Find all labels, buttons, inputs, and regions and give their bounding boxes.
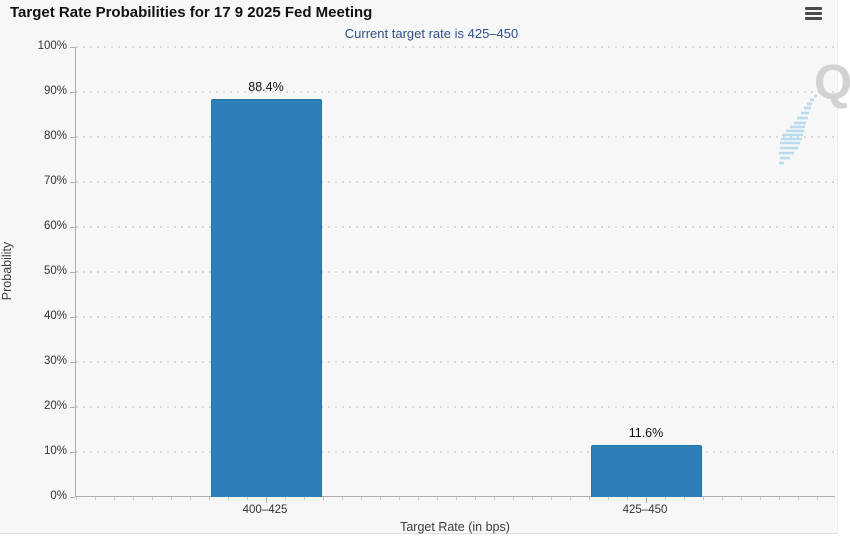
quikstrike-watermark: Q xyxy=(771,49,850,169)
y-axis-tick-label: 0% xyxy=(50,490,67,502)
gridline-80% xyxy=(76,136,835,138)
gridline-40% xyxy=(76,316,835,318)
x-axis-tick-label: 425–450 xyxy=(622,504,668,516)
y-axis-tick xyxy=(70,361,75,363)
gridline-90% xyxy=(76,91,835,93)
y-axis-labels: 0% 10% 20% 30% 40% 50% 60% 70% 80% 90% 100% xyxy=(0,40,70,502)
x-axis-title: Target Rate (in bps) xyxy=(400,520,510,534)
y-axis-tick-label: 40% xyxy=(43,310,67,322)
x-axis-minor-ticks xyxy=(76,497,835,500)
bar-425–450[interactable] xyxy=(590,444,702,497)
plot-area: Q 88.4% 11.6% xyxy=(70,46,850,503)
gridline-10% xyxy=(76,451,835,453)
gridline-30% xyxy=(76,361,835,363)
y-axis-tick xyxy=(70,181,75,183)
bar-value-label: 11.6% xyxy=(628,425,664,440)
watermark-q-letter: Q xyxy=(814,56,850,110)
y-axis-tick xyxy=(70,226,75,228)
y-axis-tick xyxy=(70,496,75,498)
gridline-60% xyxy=(76,226,835,228)
y-axis-tick xyxy=(70,271,75,273)
bar-400–425[interactable] xyxy=(210,99,322,497)
hamburger-icon xyxy=(805,16,822,21)
y-axis-tick-label: 90% xyxy=(43,85,67,97)
y-axis-tick xyxy=(70,451,75,453)
bar-value-label: 88.4% xyxy=(248,80,284,95)
gridline-20% xyxy=(76,406,835,408)
gridline-70% xyxy=(76,181,835,183)
y-axis-tick xyxy=(70,316,75,318)
y-axis-tick-label: 20% xyxy=(43,400,67,412)
x-axis-tick xyxy=(645,498,647,503)
y-axis-tick-label: 30% xyxy=(43,355,67,367)
hamburger-icon xyxy=(805,11,822,16)
y-axis-tick-label: 60% xyxy=(43,220,67,232)
y-axis-tick-label: 100% xyxy=(37,40,67,52)
gridline-50% xyxy=(76,271,835,273)
x-axis-labels: Target Rate (in bps) 400–425 425–450 xyxy=(75,498,835,534)
hamburger-icon xyxy=(805,7,822,11)
y-axis-tick xyxy=(70,46,75,48)
chart-subtitle: Current target rate is 425–450 xyxy=(344,26,519,41)
y-axis-tick-label: 10% xyxy=(43,445,67,457)
y-axis-tick-label: 70% xyxy=(43,175,67,187)
y-axis-tick xyxy=(70,91,75,93)
watermark-stripes-icon xyxy=(779,94,817,165)
y-axis-tick-label: 50% xyxy=(43,265,67,277)
y-axis-tick xyxy=(70,136,75,138)
y-axis-tick-label: 80% xyxy=(43,130,67,142)
y-axis-tick xyxy=(70,406,75,408)
chart-menu-button[interactable] xyxy=(804,7,824,24)
x-axis-tick-label: 400–425 xyxy=(242,504,288,516)
gridline-100% xyxy=(76,46,835,48)
x-axis-tick xyxy=(265,498,267,503)
chart-title: Target Rate Probabilities for 17 9 2025 … xyxy=(10,4,373,21)
